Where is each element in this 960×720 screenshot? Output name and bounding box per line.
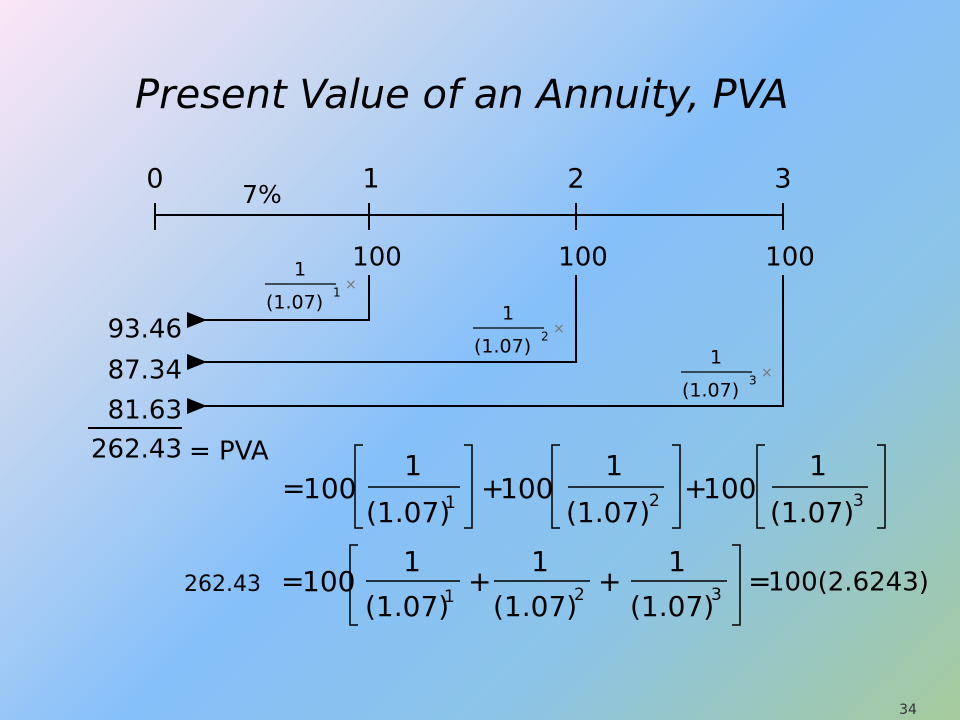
numerator: 1 [809,449,827,482]
cash-flow: 100 [352,243,402,273]
base: (1.07) [474,336,531,358]
title: Present Value of an Annuity, PVA [135,72,789,118]
numerator: 1 [668,545,686,578]
arrow [187,275,577,370]
operator: × [345,277,357,293]
coefficient: 100 [303,472,356,505]
present-value: 87.34 [108,356,182,386]
base: (1.07) [770,496,854,529]
base: (1.07) [566,496,650,529]
equation: = 100 1 (1.07) 1 + 100 1 (1.07) 2 + 100 … [282,444,886,529]
result: 100(2.6243) [768,568,929,598]
period: 2 [567,164,584,195]
bracket [877,444,886,529]
period: 0 [146,164,163,195]
bracket [756,444,765,529]
coefficient: 100 [302,565,355,598]
arrow [187,275,784,414]
base: (1.07) [493,590,577,623]
exponent: 3 [853,491,864,511]
base: (1.07) [266,292,323,314]
exponent: 1 [445,493,456,513]
equals: = [748,565,771,598]
numerator: 1 [502,303,514,325]
numerator: 1 [605,449,623,482]
operator: × [761,365,773,381]
coefficient: 100 [500,472,553,505]
numerator: 1 [294,259,306,281]
base: (1.07) [630,590,714,623]
total-label: = PVA [189,437,269,467]
bracket [551,444,560,529]
period: 1 [362,164,379,195]
discount-factor: 1 (1.07) 1 × [265,259,357,314]
rate: 7% [242,180,282,209]
period: 3 [774,164,791,195]
cash-flow: 100 [558,243,608,273]
numerator: 1 [403,545,421,578]
operator: × [553,321,565,337]
base: (1.07) [366,496,450,529]
exponent: 2 [649,491,660,511]
plus: + [684,472,707,505]
discount-factor: 1 (1.07) 3 × [681,347,773,402]
exponent: 1 [444,587,455,607]
present-value: 81.63 [108,396,182,426]
plus: + [468,565,491,598]
base: (1.07) [365,590,449,623]
plus: + [481,472,504,505]
exponent: 2 [541,330,549,344]
exponent: 3 [711,585,722,605]
exponent: 2 [574,585,585,605]
exponent: 3 [749,374,757,388]
bracket [672,444,681,529]
equation: 262.43 = 100 1 (1.07) 1 + 1 (1.07) 2 + 1… [184,544,929,626]
arrow [187,275,370,328]
numerator: 1 [710,347,722,369]
lhs: 262.43 [184,572,261,597]
equals: = [282,472,305,505]
present-value: 93.46 [108,315,182,345]
bracket [464,444,473,529]
bracket [732,544,741,626]
numerator: 1 [404,449,422,482]
base: (1.07) [682,380,739,402]
equals: = [281,565,304,598]
coefficient: 100 [703,472,756,505]
bracket [349,544,358,626]
total: 262.43 [91,435,182,465]
cash-flow: 100 [765,243,815,273]
bracket [354,444,363,529]
page-number: 34 [899,702,917,718]
plus: + [598,565,621,598]
discount-factor: 1 (1.07) 2 × [473,303,565,358]
exponent: 1 [333,286,341,300]
numerator: 1 [531,545,549,578]
